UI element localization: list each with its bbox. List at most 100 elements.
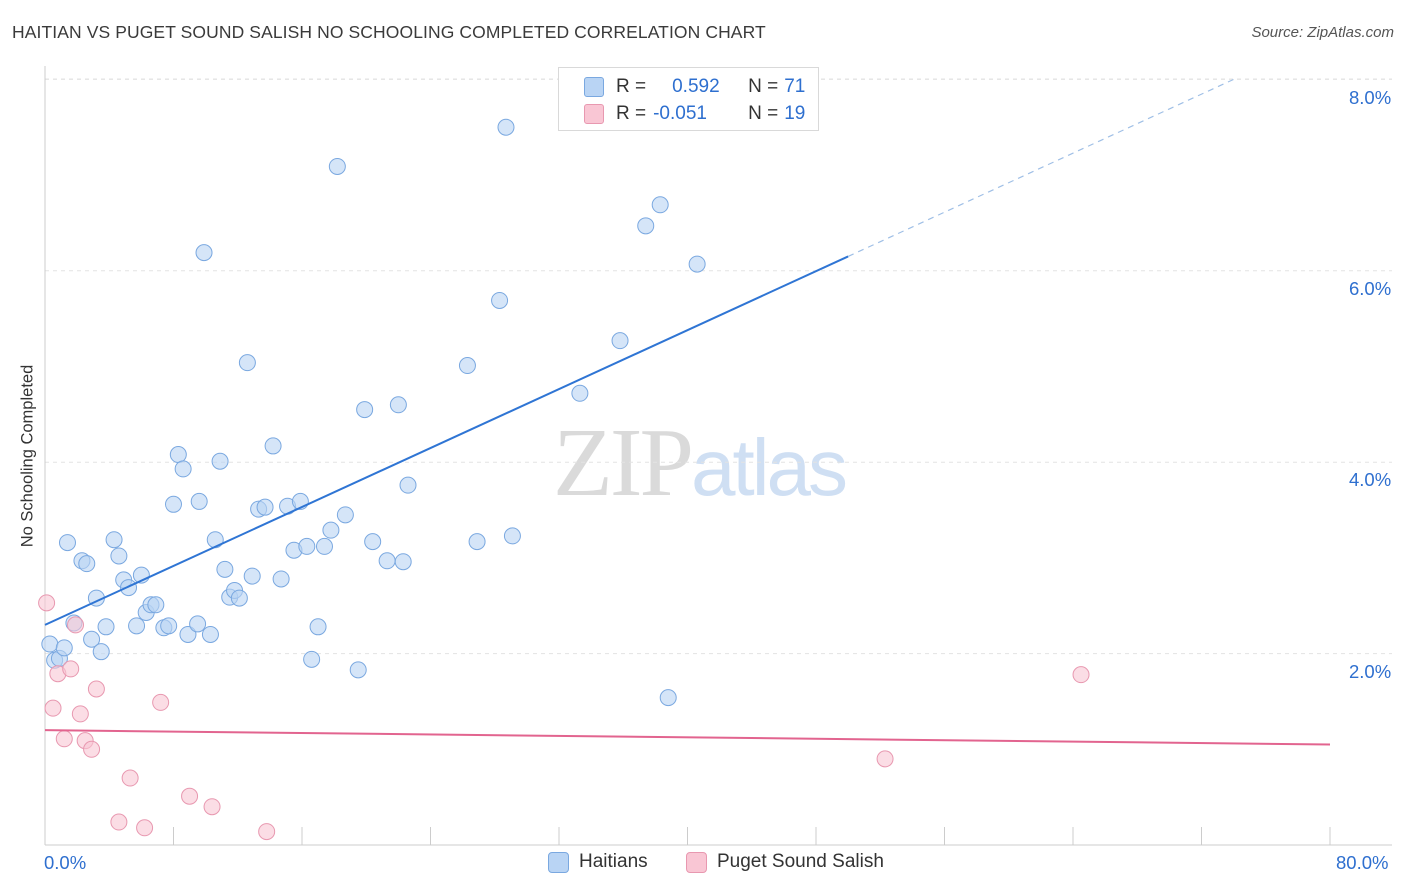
haitians-trend-line: [44, 255, 849, 626]
haitians-point: [399, 476, 417, 494]
puget-point: [83, 740, 101, 758]
y-tick-label-8: 8.0%: [1349, 87, 1392, 108]
legend-r-label: R =: [616, 76, 647, 97]
haitians-point: [206, 531, 224, 549]
correlation-legend: R = 0.592 N = 71 R = -0.051 N = 19: [558, 67, 819, 131]
haitians-point: [128, 617, 146, 635]
haitians-point: [190, 492, 208, 510]
legend-r-value-puget: -0.051: [653, 103, 707, 124]
y-tick-label-6: 6.0%: [1349, 278, 1392, 299]
haitians-point: [41, 635, 59, 653]
chart-source: Source: ZipAtlas.com: [1251, 24, 1394, 41]
haitians-point: [160, 617, 178, 635]
haitians-point: [309, 618, 327, 636]
haitians-point: [298, 537, 316, 555]
haitians-point: [243, 567, 261, 585]
haitians-point: [659, 689, 677, 707]
bottom-legend-label-puget: Puget Sound Salish: [717, 851, 884, 872]
watermark-zip: ZIP: [553, 409, 694, 517]
haitians-trend-extension: [847, 78, 1234, 257]
legend-n-value-haitians: 71: [784, 76, 806, 97]
haitians-point: [389, 396, 407, 414]
legend-n-value-puget: 19: [784, 103, 806, 124]
puget-point: [181, 787, 199, 805]
haitians-point: [503, 527, 521, 545]
haitians-point: [83, 630, 101, 648]
bottom-legend-haitians: Haitians: [548, 851, 648, 873]
haitians-point: [611, 332, 629, 350]
haitians-point: [169, 446, 187, 464]
haitians-point: [174, 460, 192, 478]
puget-point: [1072, 666, 1090, 684]
haitians-point: [264, 437, 282, 455]
haitians-point: [272, 570, 290, 588]
haitians-point: [315, 537, 333, 555]
haitians-point: [165, 495, 182, 513]
legend-n-label: N =: [748, 103, 779, 124]
haitians-point: [364, 533, 382, 551]
haitians-point: [110, 547, 128, 565]
puget-point: [203, 798, 221, 816]
puget-point: [110, 813, 128, 831]
legend-row-haitians: R = 0.592 N = 71: [559, 73, 805, 101]
watermark: ZIPatlas: [553, 405, 848, 519]
x-tick-label-max: 80.0%: [1336, 852, 1389, 873]
legend-r-label: R =: [616, 103, 647, 124]
haitians-point: [211, 452, 229, 470]
puget-point: [67, 616, 85, 634]
haitians-point: [147, 596, 165, 614]
haitians-point: [303, 650, 321, 668]
haitians-point: [195, 244, 213, 262]
haitians-point: [105, 531, 123, 549]
y-tick-label-4: 4.0%: [1349, 469, 1392, 490]
haitians-point: [349, 661, 367, 679]
bottom-legend-swatch-puget: [686, 851, 707, 873]
bottom-legend-puget: Puget Sound Salish: [686, 851, 884, 873]
haitians-point: [468, 533, 486, 551]
haitians-point: [491, 291, 509, 309]
haitians-point: [189, 615, 207, 633]
haitians-point: [55, 639, 73, 657]
haitians-point: [458, 357, 476, 375]
haitians-point: [256, 498, 274, 516]
haitians-point: [238, 354, 256, 372]
haitians-point: [78, 555, 96, 573]
puget-point: [87, 680, 105, 698]
haitians-point: [651, 196, 669, 214]
legend-n-label: N =: [748, 76, 779, 97]
haitians-point: [58, 534, 76, 552]
haitians-point: [92, 643, 110, 661]
haitians-point: [688, 255, 706, 273]
puget-point: [136, 819, 154, 837]
haitians-point: [179, 625, 197, 643]
haitians-point: [230, 589, 248, 607]
haitians-point: [336, 506, 354, 524]
haitians-point: [497, 118, 515, 136]
puget-point: [44, 699, 62, 717]
haitians-point: [328, 157, 346, 175]
bottom-legend-swatch-haitians: [548, 851, 569, 873]
puget-point: [62, 660, 80, 678]
puget-point: [71, 705, 89, 723]
puget-point: [38, 594, 56, 612]
puget-point: [876, 750, 894, 768]
haitians-point: [356, 401, 374, 419]
puget-point: [121, 769, 139, 787]
haitians-point: [322, 521, 340, 539]
chart-title: HAITIAN VS PUGET SOUND SALISH NO SCHOOLI…: [12, 22, 766, 42]
haitians-point: [97, 618, 115, 636]
haitians-point: [378, 552, 396, 570]
haitians-point: [637, 217, 655, 235]
x-tick-label-min: 0.0%: [44, 852, 87, 873]
legend-row-puget: R = -0.051 N = 19: [559, 100, 805, 128]
haitians-point: [394, 553, 412, 571]
puget-point: [258, 823, 276, 841]
puget-point: [55, 730, 73, 748]
haitians-point: [201, 625, 219, 643]
puget-point: [152, 693, 170, 711]
y-tick-label-2: 2.0%: [1349, 661, 1392, 682]
legend-swatch-haitians: [584, 77, 604, 97]
puget-trend-line: [44, 729, 1331, 746]
legend-r-value-haitians: 0.592: [672, 76, 720, 97]
